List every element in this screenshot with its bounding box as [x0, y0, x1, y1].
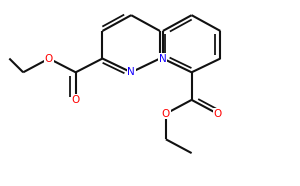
Text: O: O: [162, 109, 170, 119]
Text: N: N: [159, 54, 167, 64]
Text: O: O: [72, 95, 80, 105]
Text: O: O: [45, 54, 53, 64]
Text: O: O: [213, 109, 221, 119]
Text: N: N: [127, 67, 135, 77]
